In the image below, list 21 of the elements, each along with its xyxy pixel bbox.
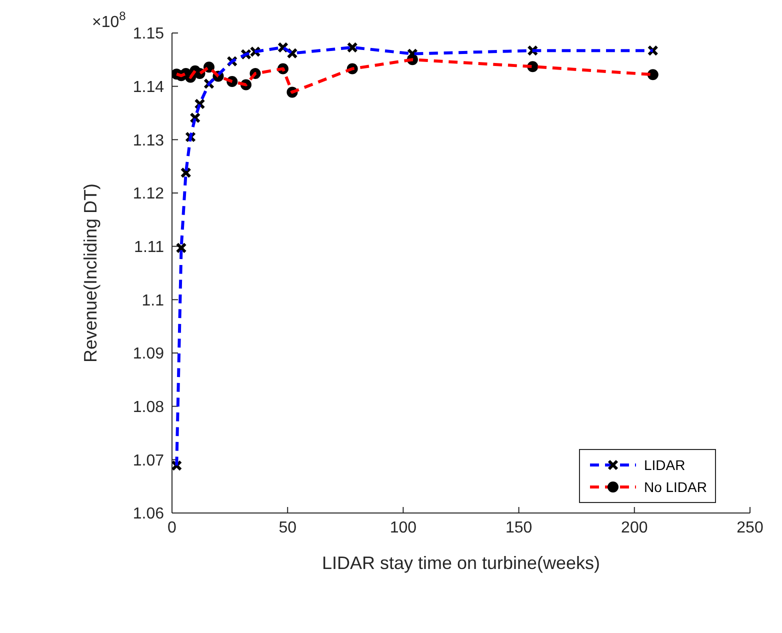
x-tick-label: 100 <box>390 519 417 536</box>
legend-label: LIDAR <box>644 457 686 473</box>
x-tick-label: 200 <box>621 519 648 536</box>
y-tick-label: 1.09 <box>132 346 164 363</box>
text: ×10$^{8}$ <box>92 9 126 31</box>
y-axis-title: Revenue(Incliding DT) <box>80 183 100 363</box>
y-tick-label: 1.1 <box>142 292 164 310</box>
y-tick-label: 1.07 <box>132 452 164 470</box>
y-tick-label: 1.08 <box>132 399 164 416</box>
y-tick-label: 1.12 <box>132 186 164 203</box>
x-tick-label: 0 <box>168 519 177 536</box>
x-tick-label: 150 <box>505 519 532 536</box>
legend-label: No LIDAR <box>644 479 707 495</box>
y-tick-label: 1.11 <box>134 239 164 256</box>
y-tick-label: 1.14 <box>132 79 164 96</box>
x-axis-title: LIDAR stay time on turbine(weeks) <box>322 553 600 573</box>
y-tick-label: 1.13 <box>132 132 164 150</box>
x-tick-label: 50 <box>278 519 297 536</box>
y-tick-label: 1.15 <box>132 26 164 43</box>
x-tick-label: 250 <box>736 519 764 536</box>
y-tick-label: 1.06 <box>132 506 164 523</box>
